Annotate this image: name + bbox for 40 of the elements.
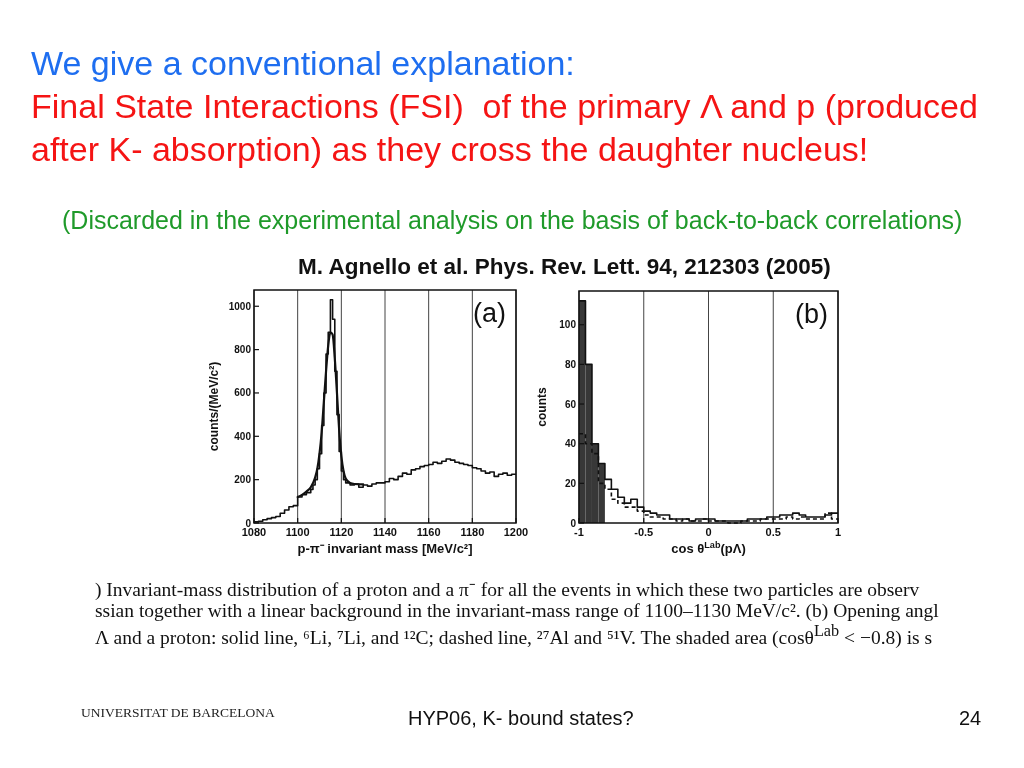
y-tick-label: 60 xyxy=(564,398,577,410)
text: ) Invariant-mass distribution of a proton and a π⁻ for all the events in which these two particles are observ xyxy=(95,579,920,600)
x-tick-label: 1120 xyxy=(329,526,354,538)
text: We give a conventional explanation: xyxy=(31,43,575,84)
y-axis-title: counts xyxy=(535,387,549,427)
x-tick-label: 1140 xyxy=(373,526,397,538)
y-tick-label: 80 xyxy=(564,358,577,370)
x-tick-label: -0.5 xyxy=(634,526,654,538)
x-tick-label: -1 xyxy=(574,526,584,538)
x-tick-label: 1200 xyxy=(503,526,529,538)
text: Final State Interactions (FSI) of the primary Λ and p (produced after K- absorption) as they cross the daughter nucleus! xyxy=(31,86,979,170)
x-tick-label: 1160 xyxy=(416,526,441,538)
y-tick-label: 20 xyxy=(564,477,577,489)
x-tick-label: 1080 xyxy=(241,526,267,538)
y-tick-label: 800 xyxy=(234,344,252,356)
y-tick-label: 200 xyxy=(234,474,252,486)
text: UNIVERSITAT DE BARCELONA xyxy=(81,704,275,722)
chart-title: (a) xyxy=(473,298,506,328)
text: M. Agnello et al. Phys. Rev. Lett. 94, 212303 (2005) xyxy=(298,254,831,280)
x-tick-label: 0.5 xyxy=(765,526,781,538)
text: ssian together with a linear background in the invariant-mass range of 1100–1130 MeV/c². (b) Opening angl xyxy=(95,600,939,621)
x-tick-label: 1 xyxy=(834,526,842,538)
x-tick-label: 1180 xyxy=(460,526,485,538)
y-tick-label: 40 xyxy=(564,438,577,450)
y-tick-label: 0 xyxy=(570,517,577,529)
y-tick-label: 0 xyxy=(245,517,252,529)
y-tick-label: 100 xyxy=(559,319,577,331)
x-tick-label: 1100 xyxy=(285,526,310,538)
text: Λ and a proton: solid line, ⁶Li, ⁷Li, and ¹²C; dashed line, ²⁷Al and ⁵¹V. The shaded area (cosθ$^{Lab}$ < −0.8) is s xyxy=(95,621,933,648)
y-tick-label: 1000 xyxy=(228,300,252,312)
y-tick-label: 400 xyxy=(234,430,252,442)
x-axis-title: p-π⁻ invariant mass [MeV/c²] xyxy=(297,541,473,556)
text: 24 xyxy=(959,706,982,730)
text: HYP06, K- bound states? xyxy=(408,706,634,730)
x-axis-title: cos θ$^{Lab}$(pΛ) xyxy=(671,540,746,556)
x-tick-label: 0 xyxy=(705,526,712,538)
y-tick-label: 600 xyxy=(234,387,252,399)
chart-title: (b) xyxy=(795,299,828,329)
y-axis-title: counts/(MeV/c²) xyxy=(207,361,221,452)
text: (Discarded in the experimental analysis on the basis of back-to-back correlations) xyxy=(62,205,963,235)
